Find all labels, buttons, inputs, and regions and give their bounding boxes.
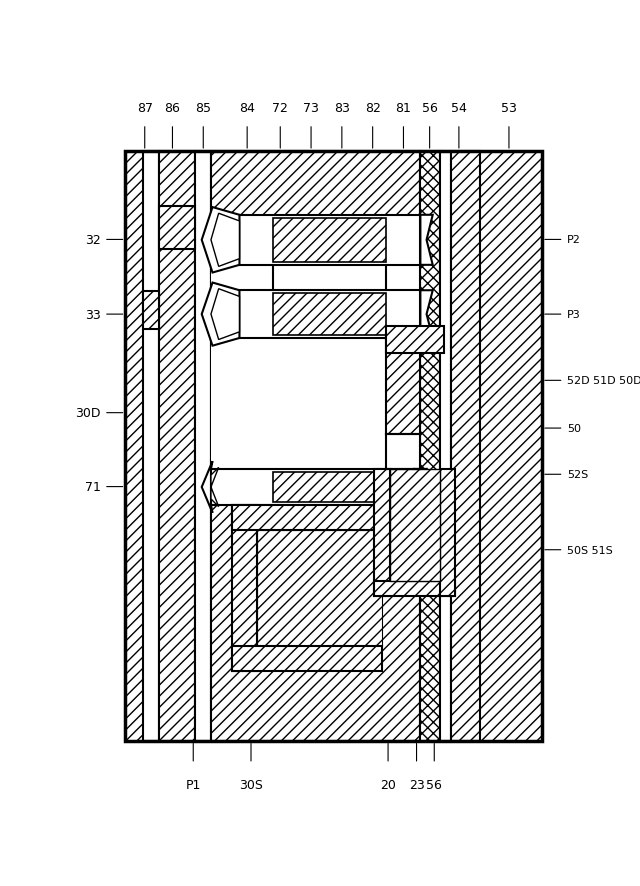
Text: 73: 73 xyxy=(303,102,319,115)
Polygon shape xyxy=(211,214,239,267)
Polygon shape xyxy=(211,468,219,507)
Text: 56: 56 xyxy=(426,778,442,791)
Text: 52S: 52S xyxy=(566,470,588,479)
Bar xyxy=(159,152,195,741)
Polygon shape xyxy=(202,462,212,513)
Text: 33: 33 xyxy=(85,308,101,322)
Bar xyxy=(386,435,420,470)
Polygon shape xyxy=(211,290,239,340)
Text: 52D 51D 50D: 52D 51D 50D xyxy=(566,376,640,386)
Polygon shape xyxy=(420,291,433,338)
Bar xyxy=(125,152,542,741)
Bar xyxy=(195,152,211,741)
Text: P3: P3 xyxy=(566,310,580,320)
Bar xyxy=(232,506,382,531)
Bar xyxy=(273,219,386,262)
Text: 32: 32 xyxy=(85,234,101,246)
Bar xyxy=(232,506,257,672)
Bar xyxy=(232,506,382,672)
Bar xyxy=(143,152,159,741)
Text: 72: 72 xyxy=(273,102,288,115)
Text: 50: 50 xyxy=(566,424,580,433)
Polygon shape xyxy=(202,284,239,346)
Polygon shape xyxy=(414,470,427,506)
Bar xyxy=(143,291,159,330)
Text: 54: 54 xyxy=(451,102,467,115)
Bar xyxy=(211,338,420,470)
Text: 23: 23 xyxy=(409,778,424,791)
Text: 30S: 30S xyxy=(239,778,263,791)
Bar xyxy=(232,646,382,672)
Bar xyxy=(211,338,420,470)
Bar xyxy=(386,327,444,354)
Text: 83: 83 xyxy=(334,102,350,115)
Bar xyxy=(440,470,455,596)
Bar xyxy=(125,152,542,741)
Bar xyxy=(451,152,480,741)
Text: 81: 81 xyxy=(396,102,412,115)
Bar xyxy=(239,291,420,338)
Bar xyxy=(390,470,440,581)
Bar xyxy=(374,470,390,596)
Text: 85: 85 xyxy=(195,102,211,115)
Text: 86: 86 xyxy=(164,102,180,115)
Text: 50S 51S: 50S 51S xyxy=(566,545,612,556)
Bar xyxy=(211,152,420,741)
Polygon shape xyxy=(420,215,433,266)
Bar xyxy=(257,531,382,646)
Bar xyxy=(420,152,440,741)
Text: 84: 84 xyxy=(239,102,255,115)
Bar xyxy=(159,206,195,250)
Bar xyxy=(440,152,451,741)
Text: 30D: 30D xyxy=(76,407,101,420)
Text: P1: P1 xyxy=(186,778,201,791)
Text: 71: 71 xyxy=(85,480,101,494)
Text: 20: 20 xyxy=(380,778,396,791)
Bar xyxy=(273,472,386,502)
Polygon shape xyxy=(202,208,239,273)
Text: 82: 82 xyxy=(365,102,381,115)
Text: 87: 87 xyxy=(137,102,153,115)
Text: P2: P2 xyxy=(566,235,580,245)
Bar xyxy=(239,215,420,266)
Bar xyxy=(211,338,273,470)
Text: 53: 53 xyxy=(501,102,517,115)
Text: 56: 56 xyxy=(422,102,438,115)
Bar xyxy=(211,266,273,291)
Bar xyxy=(386,335,420,435)
Bar xyxy=(273,294,386,336)
Bar xyxy=(211,470,414,506)
Bar xyxy=(374,581,455,596)
Bar xyxy=(273,266,420,291)
